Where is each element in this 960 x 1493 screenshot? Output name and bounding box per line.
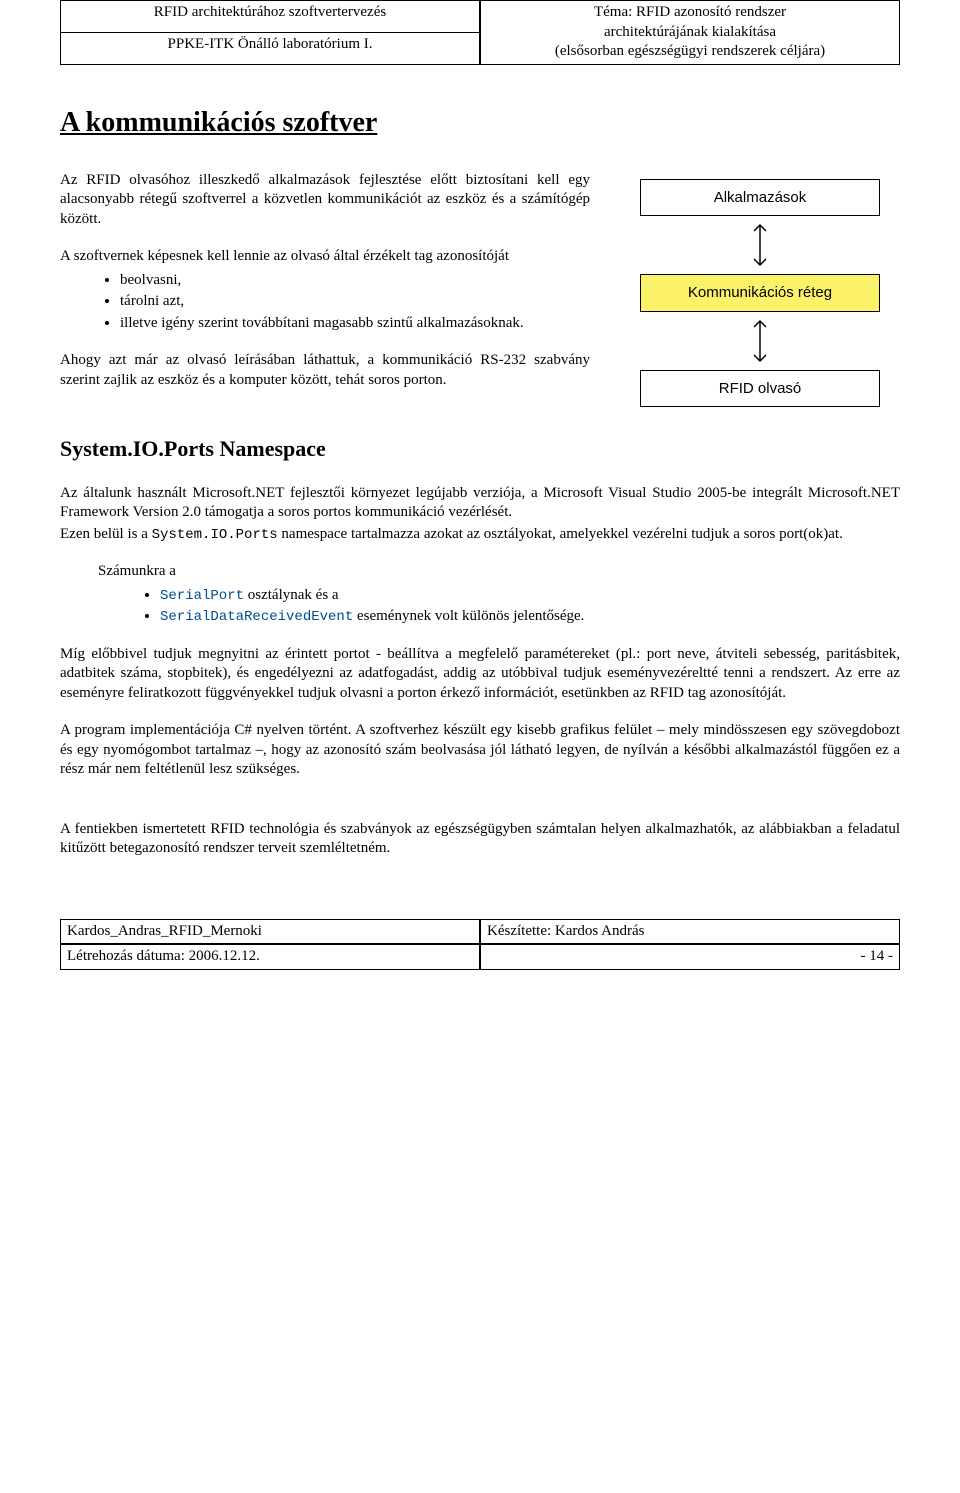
heading-2: System.IO.Ports Namespace (60, 435, 900, 464)
header-left-top: RFID architektúrához szoftvertervezés (60, 0, 480, 32)
diagram-node-comm: Kommunikációs réteg (640, 274, 880, 312)
heading-1: A kommunikációs szoftver (60, 105, 900, 141)
paragraph-5-label: Számunkra a (98, 562, 900, 582)
bullet-rest: eseménynek volt különös jelentősége. (353, 608, 584, 624)
bullet: SerialDataReceivedEvent eseménynek volt … (160, 607, 900, 627)
code-system-io-ports: System.IO.Ports (152, 527, 278, 543)
paragraph-4a: Az általunk használt Microsoft.NET fejle… (60, 484, 900, 523)
paragraph-6: Míg előbbivel tudjuk megnyitni az érinte… (60, 645, 900, 704)
paragraph-7: A program implementációja C# nyelven tör… (60, 721, 900, 780)
bullet: illetve igény szerint továbbítani magasa… (120, 314, 590, 334)
bullet: beolvasni, (120, 271, 590, 291)
paragraph-3: Ahogy azt már az olvasó leírásában látha… (60, 351, 590, 390)
layer-diagram: Alkalmazások Kommunikációs réteg (620, 171, 900, 416)
diagram-node-reader: RFID olvasó (640, 370, 880, 408)
p4b-pre: Ezen belül is a (60, 526, 152, 542)
footer-right-bot: - 14 - (480, 944, 900, 970)
page-footer: Kardos_Andras_RFID_Mernoki Készítette: K… (60, 919, 900, 970)
header-right-line2: architektúrájának kialakítása (487, 23, 893, 43)
page-header: RFID architektúrához szoftvertervezés Té… (60, 0, 900, 65)
p4b-post: namespace tartalmazza azokat az osztályo… (278, 526, 843, 542)
code-serialport: SerialPort (160, 588, 244, 604)
header-right: Téma: RFID azonosító rendszer architektú… (480, 0, 900, 65)
code-event: SerialDataReceivedEvent (160, 609, 353, 625)
bullet: tárolni azt, (120, 292, 590, 312)
header-left-bot: PPKE-ITK Önálló laboratórium I. (60, 32, 480, 65)
footer-left-bot: Létrehozás dátuma: 2006.12.12. (60, 944, 480, 970)
footer-left-top: Kardos_Andras_RFID_Mernoki (60, 919, 480, 945)
intro-row: Az RFID olvasóhoz illeszkedő alkalmazáso… (60, 171, 900, 416)
paragraph-1: Az RFID olvasóhoz illeszkedő alkalmazáso… (60, 171, 590, 230)
diagram-arrow-icon (620, 316, 900, 366)
paragraph-2-intro: A szoftvernek képesnek kell lennie az ol… (60, 247, 590, 267)
paragraph-8: A fentiekben ismertetett RFID technológi… (60, 820, 900, 859)
diagram-arrow-icon (620, 220, 900, 270)
paragraph-2-bullets: beolvasni, tárolni azt, illetve igény sz… (120, 271, 590, 334)
paragraph-4b: Ezen belül is a System.IO.Ports namespac… (60, 525, 900, 545)
footer-right-top: Készítette: Kardos András (480, 919, 900, 945)
paragraph-5-bullets: SerialPort osztálynak és a SerialDataRec… (160, 586, 900, 627)
header-right-line3: (elsősorban egészségügyi rendszerek célj… (487, 42, 893, 62)
bullet-rest: osztálynak és a (244, 587, 339, 603)
page: RFID architektúrához szoftvertervezés Té… (0, 0, 960, 1000)
header-right-line1: Téma: RFID azonosító rendszer (487, 3, 893, 23)
bullet: SerialPort osztálynak és a (160, 586, 900, 606)
diagram-node-apps: Alkalmazások (640, 179, 880, 217)
intro-text: Az RFID olvasóhoz illeszkedő alkalmazáso… (60, 171, 590, 409)
